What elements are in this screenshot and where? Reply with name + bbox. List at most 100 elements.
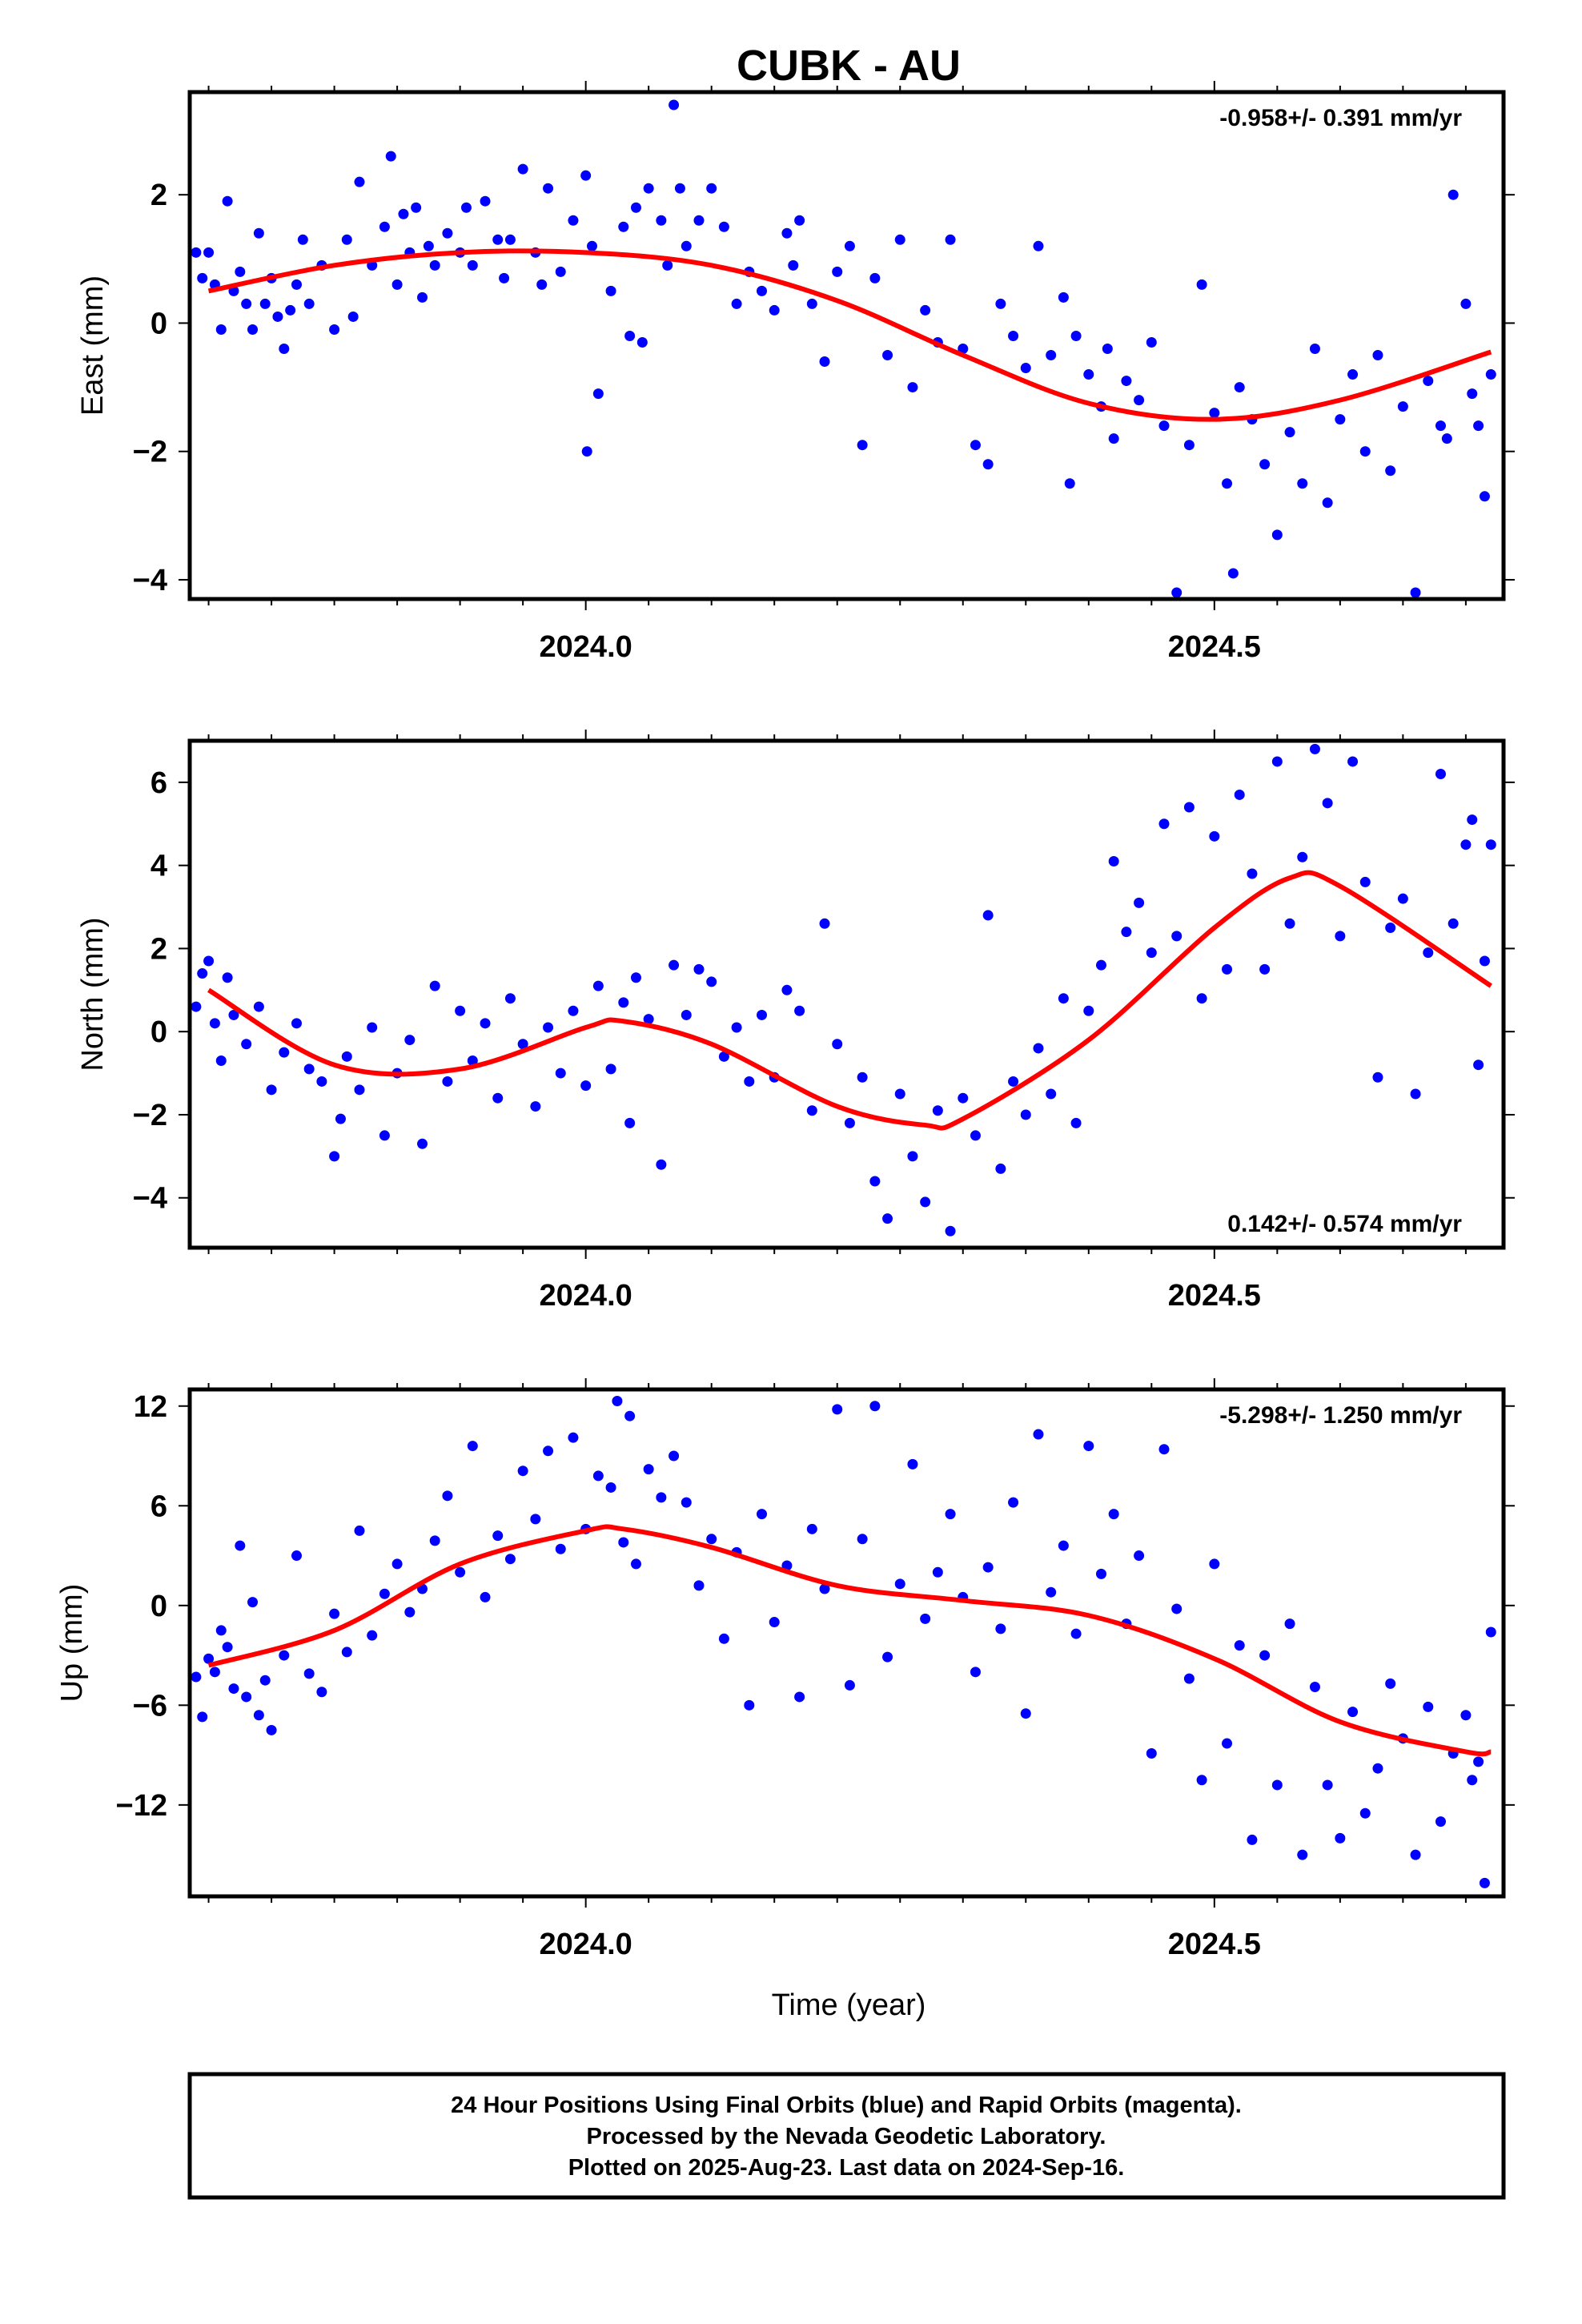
east-data-point [279,344,290,355]
up-data-point [467,1441,478,1452]
east-data-point [1158,420,1170,432]
north-data-point [995,1163,1006,1174]
north-data-point [1070,1117,1082,1128]
north-data-point [197,968,208,979]
east-data-point [982,459,994,470]
north-data-point [794,1005,805,1016]
north-data-point [1134,897,1145,908]
up-data-point [669,1450,680,1462]
east-data-point [894,234,905,245]
up-ytick-label: −12 [116,1789,167,1823]
up-data-point [1033,1429,1044,1440]
north-data-point [1247,868,1258,879]
east-data-point [536,279,548,290]
up-data-point [480,1591,491,1602]
north-data-point [1309,743,1320,754]
north-points [191,743,1496,1236]
east-data-point [643,183,654,194]
footer-line-2: Processed by the Nevada Geodetic Laborat… [587,2124,1106,2149]
north-data-point [215,1055,227,1067]
east-data-point [191,247,202,258]
up-data-point [1058,1540,1069,1551]
east-data-point [354,176,365,187]
north-ytick-label: 6 [151,766,167,800]
north-data-point [1121,927,1132,938]
east-ytick-label: −4 [133,564,167,597]
east-data-point [504,234,516,245]
east-data-point [1485,369,1496,380]
north-data-point [222,972,233,983]
east-data-point [674,183,685,194]
east-data-point [920,304,931,316]
east-data-point [1222,478,1233,489]
east-xtick-label: 2024.0 [540,630,632,664]
east-data-point [241,298,252,309]
north-data-point [379,1130,390,1141]
east-data-point [235,266,246,277]
north-data-point [354,1084,365,1096]
east-data-point [259,298,271,309]
up-data-point [844,1679,855,1691]
footer-frame [187,2072,1506,2200]
east-data-point [543,183,554,194]
north-data-point [1259,963,1271,975]
up-data-point [592,1470,604,1482]
east-data-point [499,272,510,283]
east-points [191,99,1496,598]
north-data-point [253,1001,264,1012]
north-data-point [806,1105,817,1116]
east-data-point [1058,292,1069,303]
up-data-point [191,1671,202,1683]
east-ytick-label: −2 [133,436,167,469]
north-data-point [932,1105,943,1116]
up-data-point [555,1543,566,1554]
up-data-point [391,1558,403,1570]
east-data-point [1020,363,1031,374]
up-data-point [1359,1807,1371,1819]
up-data-point [1335,1832,1346,1844]
east-data-point [215,324,227,335]
east-data-point [398,208,409,219]
north-data-point [958,1092,969,1104]
east-data-point [1359,446,1371,457]
east-data-point [1385,465,1396,476]
east-data-point [580,170,592,181]
east-data-point [1271,529,1283,541]
north-data-point [429,980,440,991]
east-data-point [662,259,673,271]
east-data-point [480,195,491,207]
north-data-point [191,1001,202,1012]
east-data-point [618,221,629,232]
up-data-point [1485,1626,1496,1638]
up-xtick-label: 2024.5 [1168,1928,1261,1961]
east-data-point [907,382,918,393]
north-xtick-label: 2024.5 [1168,1279,1261,1313]
up-data-point [354,1525,365,1536]
east-data-point [958,344,969,355]
panel-east: 2 0 −2 −4 2024.0 2024.5 -0.958+/- 0.391 mm/yr E… [76,81,1515,664]
east-data-point [1479,491,1490,502]
up-points [191,1396,1496,1888]
up-data-point [1322,1779,1333,1791]
up-data-point [259,1675,271,1686]
up-data-point [744,1699,755,1711]
up-data-point [907,1458,918,1470]
north-data-point [455,1005,466,1016]
up-data-point [504,1554,516,1565]
north-data-point [643,1014,654,1025]
north-y-axis-label: North (mm) [76,917,110,1071]
up-data-point [492,1530,504,1542]
north-data-point [1183,802,1195,813]
up-data-point [706,1534,717,1545]
east-data-point [203,247,215,258]
east-data-point [1033,240,1044,251]
up-data-point [1473,1756,1484,1767]
north-data-point [291,1018,302,1029]
north-data-point [844,1117,855,1128]
up-data-point [1479,1877,1490,1888]
up-data-point [316,1687,327,1698]
east-data-point [1227,568,1239,579]
up-ytick-label: 0 [151,1590,167,1623]
east-data-point [517,163,528,175]
